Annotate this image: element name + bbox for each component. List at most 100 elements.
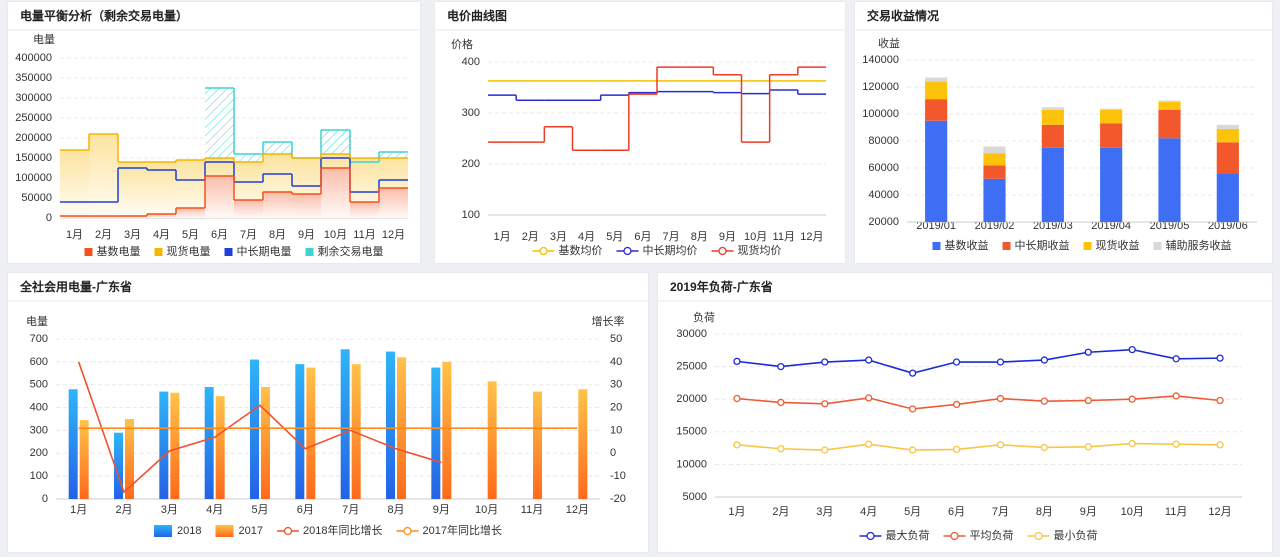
bar [114, 432, 123, 499]
plot-area [733, 345, 1224, 454]
y-tick-label: 300 [462, 107, 480, 119]
x-tick-label: 12月 [382, 229, 405, 241]
line-marker [1040, 397, 1049, 405]
legend-label: 现货收益 [1096, 238, 1140, 252]
x-tick-label: 5月 [904, 506, 921, 518]
plot-area [60, 87, 408, 218]
y-tick-label: 40000 [868, 189, 899, 201]
bar-segment [983, 153, 1006, 166]
bar-segment [925, 81, 948, 100]
x-tick-label: 6月 [297, 504, 314, 516]
legend-swatch [224, 248, 233, 256]
x-tick-label: 12月 [1208, 506, 1231, 518]
line-marker [821, 358, 829, 366]
x-tick-label: 7月 [342, 504, 359, 516]
y-tick-label: 250000 [15, 112, 52, 124]
bar [250, 359, 259, 499]
chart-panel: 电价曲线图 100 200 300 400 价格 1月 2月 3月 4月 5月 6月 7月 8月 9月 10月… [435, 2, 845, 263]
y-tick-label: 200 [462, 158, 480, 170]
y2-tick-label: 40 [610, 356, 622, 368]
y-tick-label: 400000 [15, 52, 52, 64]
x-tick-label: 9月 [1080, 506, 1097, 518]
legend-swatch [403, 526, 412, 536]
bar-segment [1158, 109, 1181, 139]
line-marker [865, 356, 873, 364]
y-axis-label: 价格 [451, 37, 473, 51]
x-tick-label: 10月 [324, 229, 347, 241]
y-tick-label: 100 [30, 470, 48, 482]
y-tick-label: 100000 [862, 108, 899, 120]
line-marker [733, 357, 741, 366]
x-tick-label: 8月 [691, 231, 708, 243]
legend-item: 2018 [154, 525, 202, 537]
bar [170, 392, 180, 499]
y-tick-label: 700 [30, 333, 48, 345]
legend-label: 2017 [239, 525, 263, 537]
x-tick-label: 10月 [475, 504, 498, 516]
x-tick-label: 1月 [728, 506, 745, 518]
x-tick-label: 4月 [860, 506, 877, 518]
legend-item: 最大负荷 [859, 528, 930, 542]
chart-title: 全社会用电量-广东省 [19, 279, 132, 294]
line-marker [821, 446, 829, 454]
bar-segment [1041, 109, 1064, 125]
y-tick-label: 200000 [15, 132, 52, 144]
x-tick-label: 8月 [269, 229, 286, 241]
bar-segment [983, 146, 1006, 154]
y-tick-label: 500 [30, 379, 48, 391]
legend-label: 中长期均价 [643, 244, 698, 257]
legend-label: 基数均价 [559, 244, 603, 257]
y-tick-label: 150000 [15, 152, 52, 164]
y-tick-label: 350000 [15, 72, 52, 84]
line-marker [952, 400, 961, 409]
x-tick-label: 2019/04 [1091, 220, 1131, 232]
y-tick-label: 200 [30, 447, 48, 459]
x-tick-label: 5月 [251, 504, 268, 516]
chart-panel: 全社会用电量-广东省 0 100 200 300 400 500 600 700 -20 -10 0 1… [8, 273, 648, 552]
line [736, 395, 1221, 410]
legend-item: 基数收益 [932, 238, 989, 252]
legend-item: 基数均价 [532, 244, 603, 257]
x-tick-label: 11月 [353, 229, 375, 241]
y-tick-label: 80000 [868, 135, 899, 147]
y-tick-label: 300000 [15, 92, 52, 104]
line-marker [1172, 355, 1180, 363]
legend-swatch [154, 248, 163, 256]
bar-segment [1041, 107, 1064, 110]
legend-item: 中长期电量 [224, 245, 292, 258]
y2-tick-label: 50 [610, 333, 622, 345]
x-tick-label: 11月 [521, 504, 543, 516]
line-marker [1040, 356, 1049, 364]
x-tick-label: 5月 [182, 229, 199, 241]
line-marker [908, 369, 917, 377]
legend-swatch [305, 248, 314, 256]
line [736, 348, 1221, 374]
y-tick-label: 400 [30, 401, 48, 413]
bar [578, 389, 588, 499]
bar [79, 420, 89, 499]
line-marker [1128, 345, 1136, 354]
x-tick-label: 8月 [1036, 506, 1053, 518]
legend-swatch [539, 246, 548, 256]
line-marker [777, 445, 785, 453]
legend-label: 中长期收益 [1015, 238, 1070, 252]
legend-item: 最小负荷 [1027, 528, 1098, 542]
x-tick-label: 2月 [115, 504, 132, 516]
line-marker [1040, 443, 1049, 452]
line-marker [1128, 395, 1136, 403]
x-tick-label: 6月 [211, 229, 228, 241]
line-marker [1084, 348, 1092, 356]
chart: 电价曲线图 100 200 300 400 价格 1月 2月 3月 4月 5月 6月 7月 8月 9月 10月… [435, 8, 845, 257]
x-tick-label: 2019/02 [975, 220, 1015, 232]
y-tick-label: 300 [30, 424, 48, 436]
y-tick-label: 0 [46, 212, 52, 224]
area-step [60, 150, 90, 218]
legend-label: 2018 [177, 525, 201, 537]
y-tick-label: 25000 [676, 361, 707, 373]
plot-area [925, 77, 1239, 222]
legend-swatch [283, 526, 293, 536]
line-marker [908, 405, 917, 413]
legend-swatch [1083, 242, 1092, 250]
legend-label: 中长期电量 [237, 245, 292, 258]
